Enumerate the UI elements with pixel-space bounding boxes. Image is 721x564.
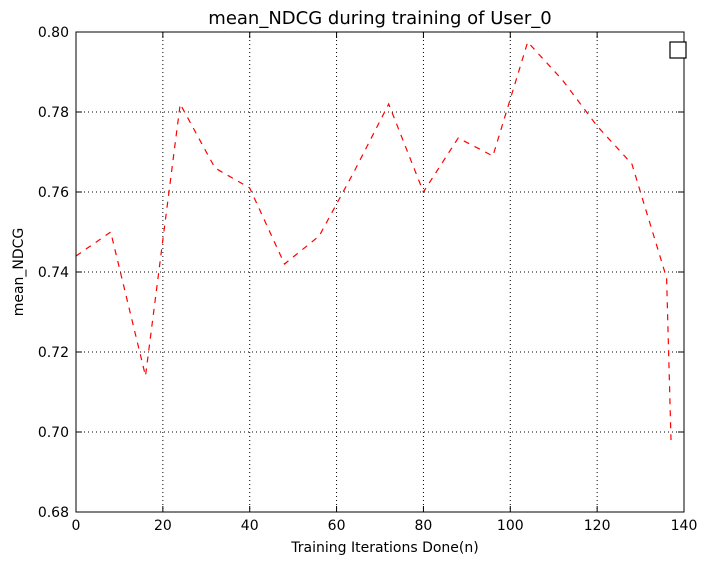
data-point: [666, 277, 667, 278]
x-axis-label: Training Iterations Done(n): [290, 540, 478, 556]
x-tick-label: 40: [241, 518, 259, 534]
data-point: [319, 235, 320, 236]
chart-title: mean_NDCG during training of User_0: [208, 8, 551, 29]
data-point: [353, 171, 354, 172]
data-point: [670, 439, 671, 440]
y-tick-label: 0.76: [38, 185, 69, 201]
y-axis-label: mean_NDCG: [11, 228, 27, 317]
data-point: [597, 125, 598, 126]
x-tick-labels: 0 20 40 60 80 100 120 140: [72, 518, 698, 534]
data-point: [458, 137, 459, 138]
data-point: [110, 231, 111, 232]
series-line-0: [75, 40, 672, 441]
y-tick-label: 0.68: [38, 505, 69, 521]
y-tick-label: 0.78: [38, 105, 69, 121]
data-point: [180, 103, 181, 104]
x-tick-label: 120: [584, 518, 611, 534]
data-point: [562, 79, 563, 80]
tick-marks: [75, 31, 685, 513]
y-tick-label: 0.80: [38, 25, 69, 41]
y-tick-labels: 0.68 0.70 0.72 0.74 0.76 0.78 0.80: [38, 25, 69, 521]
series-layer: [75, 40, 672, 441]
y-tick-label: 0.70: [38, 425, 69, 441]
data-point: [423, 191, 424, 192]
x-tick-label: 0: [72, 518, 81, 534]
x-tick-label: 100: [497, 518, 524, 534]
data-point: [284, 263, 285, 264]
x-tick-label: 20: [154, 518, 172, 534]
y-tick-label: 0.74: [38, 265, 69, 281]
grid-lines: [76, 32, 684, 512]
data-point: [388, 103, 389, 104]
data-point: [145, 375, 146, 376]
data-point: [492, 155, 493, 156]
legend-box: [669, 41, 687, 59]
y-tick-label: 0.72: [38, 345, 69, 361]
data-point: [249, 187, 250, 188]
x-tick-label: 140: [671, 518, 698, 534]
data-point: [527, 41, 528, 42]
x-tick-label: 60: [328, 518, 346, 534]
data-point: [631, 163, 632, 164]
x-tick-label: 80: [415, 518, 433, 534]
data-point: [214, 167, 215, 168]
